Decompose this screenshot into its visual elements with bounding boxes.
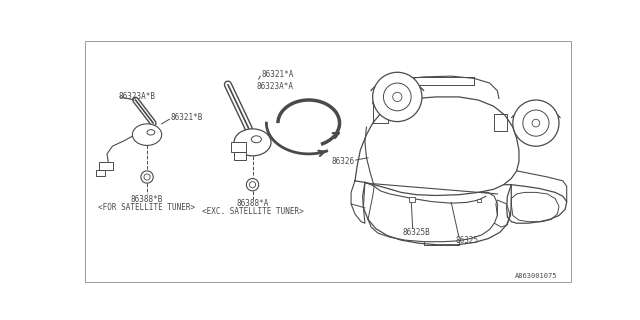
Circle shape <box>513 100 559 146</box>
Circle shape <box>144 174 150 180</box>
Text: 86388*A: 86388*A <box>236 199 269 208</box>
Circle shape <box>532 119 540 127</box>
Circle shape <box>383 83 411 111</box>
Circle shape <box>523 110 549 136</box>
Circle shape <box>246 179 259 191</box>
Text: 86388*B: 86388*B <box>131 195 163 204</box>
Ellipse shape <box>234 129 271 156</box>
Ellipse shape <box>147 130 155 135</box>
Text: 86321*A: 86321*A <box>262 70 294 79</box>
Circle shape <box>141 171 153 183</box>
Text: 86325: 86325 <box>455 236 478 244</box>
Ellipse shape <box>252 136 261 143</box>
Bar <box>96 170 106 176</box>
Bar <box>409 197 415 202</box>
Text: 86323A*B: 86323A*B <box>118 92 156 101</box>
Circle shape <box>372 72 422 122</box>
Bar <box>99 162 113 170</box>
Text: A863001075: A863001075 <box>515 273 557 279</box>
Text: 86326: 86326 <box>332 157 355 166</box>
Text: 86325B: 86325B <box>403 228 431 237</box>
Bar <box>231 141 246 152</box>
Bar <box>477 198 481 203</box>
Bar <box>234 152 246 160</box>
Text: <EXC. SATELLITE TUNER>: <EXC. SATELLITE TUNER> <box>202 207 303 216</box>
Ellipse shape <box>132 124 162 145</box>
Circle shape <box>393 92 402 101</box>
Text: 86321*B: 86321*B <box>170 113 202 122</box>
Bar <box>372 104 388 123</box>
Text: <FOR SATELLITE TUNER>: <FOR SATELLITE TUNER> <box>99 203 196 212</box>
Bar <box>493 114 508 131</box>
Circle shape <box>250 182 255 188</box>
Text: 86323A*A: 86323A*A <box>257 83 293 92</box>
